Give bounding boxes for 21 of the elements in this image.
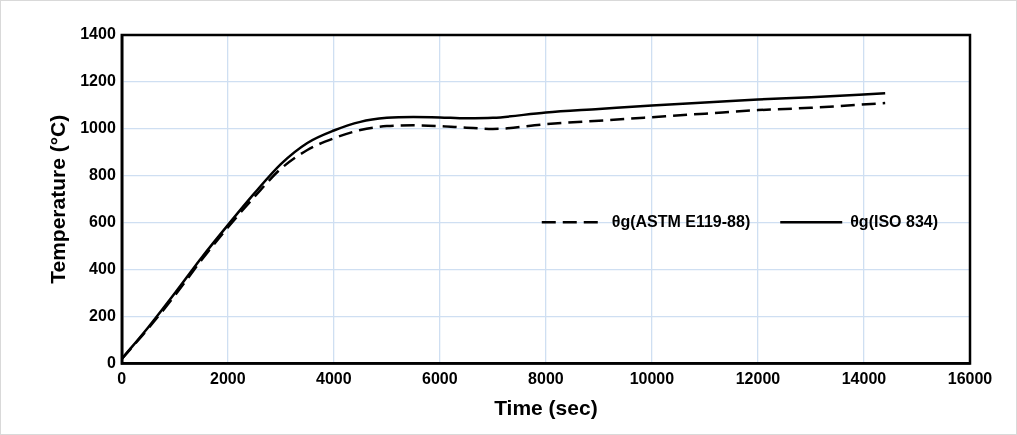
y-tick-label: 1400 bbox=[80, 25, 116, 43]
y-tick-label: 1000 bbox=[80, 119, 116, 137]
x-tick-label: 2000 bbox=[210, 369, 246, 387]
legend-label: θg(ISO 834) bbox=[850, 212, 938, 230]
x-tick-label: 14000 bbox=[841, 369, 887, 387]
x-tick-label: 4000 bbox=[316, 369, 352, 387]
y-tick-label: 600 bbox=[89, 213, 116, 231]
y-tick-label: 800 bbox=[89, 166, 116, 184]
x-tick-label: 16000 bbox=[947, 369, 993, 387]
y-tick-label: 400 bbox=[89, 260, 116, 278]
legend-label: θg(ASTM E119-88) bbox=[611, 212, 751, 230]
x-tick-label: 12000 bbox=[735, 369, 781, 387]
y-tick-label: 1200 bbox=[80, 72, 116, 90]
y-axis-title: Temperature (°C) bbox=[46, 114, 70, 284]
y-tick-label: 200 bbox=[89, 307, 116, 325]
x-tick-label: 8000 bbox=[528, 369, 564, 387]
y-tick-label: 0 bbox=[106, 354, 116, 372]
x-axis-title: Time (sec) bbox=[494, 396, 598, 420]
x-tick-label: 6000 bbox=[422, 369, 458, 387]
x-tick-label: 10000 bbox=[629, 369, 675, 387]
x-tick-label: 0 bbox=[117, 369, 127, 387]
